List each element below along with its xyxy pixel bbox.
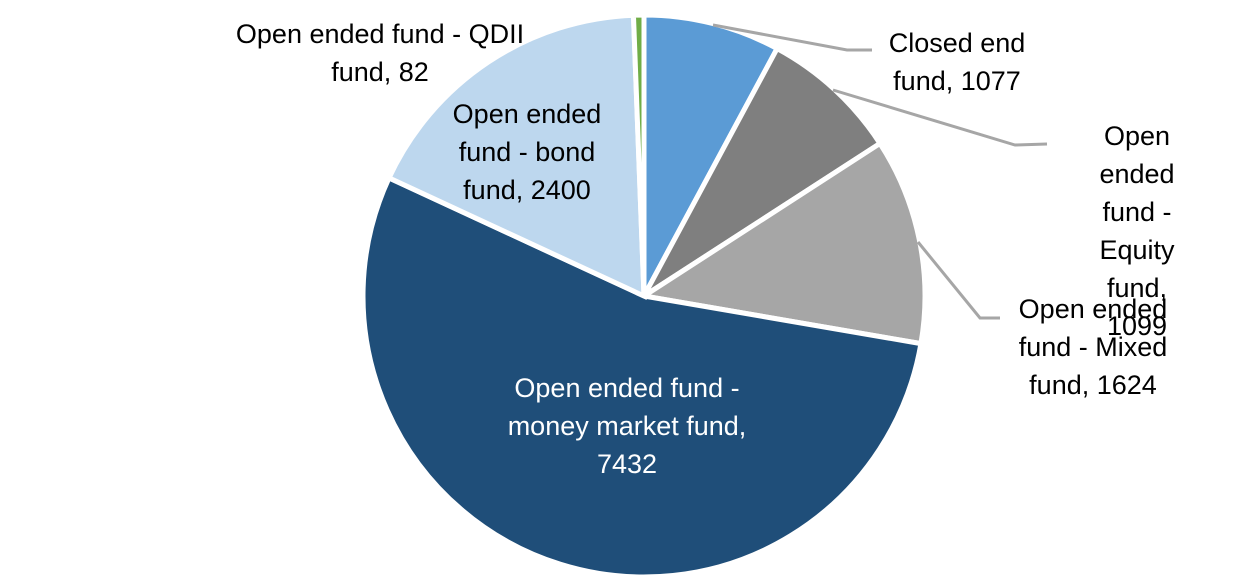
leader-line-equity-fund [832,88,1048,147]
pie-slice-open-ended-fund-qdii-fund [630,12,647,297]
data-label-money-market-fund: Open ended fund - money market fund, 743… [507,373,747,479]
data-label-bond-fund: Open ended fund - bond fund, 2400 [452,99,602,205]
data-label-closed-end-fund: Closed end fund, 1077 [888,28,1026,96]
data-label-qdii-fund: Open ended fund - QDII fund, 82 [235,19,525,87]
pie-slice-open-ended-fund-mixed-fund [637,140,928,347]
leader-lines [712,23,1048,320]
leader-line-mixed-fund [916,241,1000,320]
leader-line-closed-end-fund [712,23,872,52]
pie-slices [360,12,928,580]
pie-slice-open-ended-fund-money-market-fund [360,174,924,580]
pie-slice-open-ended-fund-bond-fund [385,12,647,300]
data-label-equity-fund: Open ended fund - Equity fund, 1099 [1099,121,1175,341]
data-label-mixed-fund: Open ended fund - Mixed fund, 1624 [1018,294,1168,400]
pie-slice-closed-end-fund [641,12,781,298]
